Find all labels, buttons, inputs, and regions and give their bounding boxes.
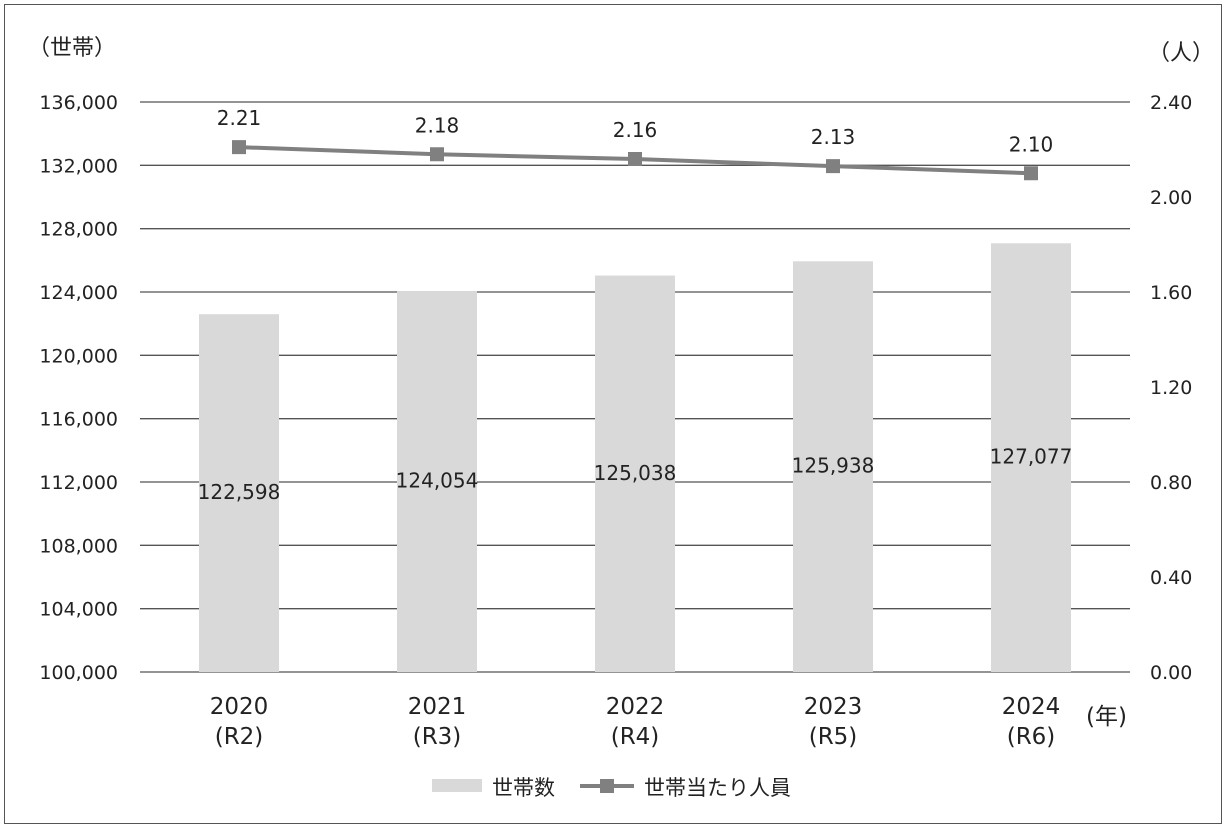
bar-data-label: 122,598 xyxy=(198,480,281,504)
bar-data-label: 124,054 xyxy=(396,469,479,493)
y-left-tick-label: 112,000 xyxy=(39,472,118,494)
y-right-tick-label: 0.00 xyxy=(1150,662,1192,684)
legend-swatch-marker xyxy=(600,779,614,793)
y-left-tick-label: 100,000 xyxy=(39,662,118,684)
x-tick-sublabel: (R6) xyxy=(1007,724,1056,750)
line-marker xyxy=(826,159,840,174)
line-marker xyxy=(1024,166,1038,181)
bar xyxy=(991,243,1071,673)
labels: 100,000 104,000 108,000 112,000 116,000 120,0… xyxy=(28,36,1214,750)
line-data-label: 2.10 xyxy=(1009,132,1054,156)
line-data-label: 2.21 xyxy=(217,106,262,130)
bar xyxy=(199,314,279,672)
y-left-tick-label: 104,000 xyxy=(39,599,118,621)
y-left-tick-label: 124,000 xyxy=(39,282,118,304)
legend: 世帯数 世帯当たり人員 xyxy=(432,776,791,800)
x-tick-label: 2024 xyxy=(1002,694,1061,720)
x-tick-sublabel: (R3) xyxy=(413,724,462,750)
x-tick-label: 2022 xyxy=(606,694,665,720)
x-unit-label: (年) xyxy=(1086,704,1127,730)
bars xyxy=(199,243,1071,673)
y-left-tick-label: 108,000 xyxy=(39,535,118,557)
y-right-tick-label: 2.00 xyxy=(1150,187,1192,209)
line-marker xyxy=(232,140,246,155)
y-left-tick-label: 132,000 xyxy=(39,155,118,177)
legend-label: 世帯数 xyxy=(492,776,555,800)
y-right-unit-label: （人） xyxy=(1148,41,1214,66)
bar-data-label: 127,077 xyxy=(990,445,1073,469)
y-right-tick-label: 2.40 xyxy=(1150,92,1192,114)
y-left-tick-label: 120,000 xyxy=(39,345,118,367)
bar-data-label: 125,938 xyxy=(792,454,875,478)
line-data-label: 2.13 xyxy=(811,125,856,149)
y-right-tick-label: 0.40 xyxy=(1150,567,1192,589)
y-left-tick-label: 128,000 xyxy=(39,219,118,241)
line-data-label: 2.18 xyxy=(415,113,460,137)
line-data-label: 2.16 xyxy=(613,118,658,142)
y-right-tick-label: 0.80 xyxy=(1150,472,1192,494)
x-tick-sublabel: (R5) xyxy=(809,724,858,750)
y-right-tick-label: 1.20 xyxy=(1150,377,1192,399)
bar xyxy=(793,261,873,672)
line-series xyxy=(232,140,1038,181)
x-tick-sublabel: (R4) xyxy=(611,724,660,750)
x-tick-label: 2020 xyxy=(210,694,269,720)
bar xyxy=(595,275,675,672)
x-tick-label: 2021 xyxy=(408,694,467,720)
bar xyxy=(397,291,477,672)
y-left-unit-label: （世帯） xyxy=(28,36,116,61)
line-marker xyxy=(628,152,642,166)
bar-data-label: 125,038 xyxy=(594,461,677,485)
legend-swatch-bar xyxy=(432,779,482,792)
y-left-tick-label: 116,000 xyxy=(39,409,118,431)
x-tick-label: 2023 xyxy=(804,694,863,720)
line-marker xyxy=(430,147,444,162)
y-left-tick-label: 136,000 xyxy=(39,92,118,114)
x-tick-sublabel: (R2) xyxy=(215,724,264,750)
legend-label: 世帯当たり人員 xyxy=(644,776,791,800)
y-right-tick-label: 1.60 xyxy=(1150,282,1192,304)
